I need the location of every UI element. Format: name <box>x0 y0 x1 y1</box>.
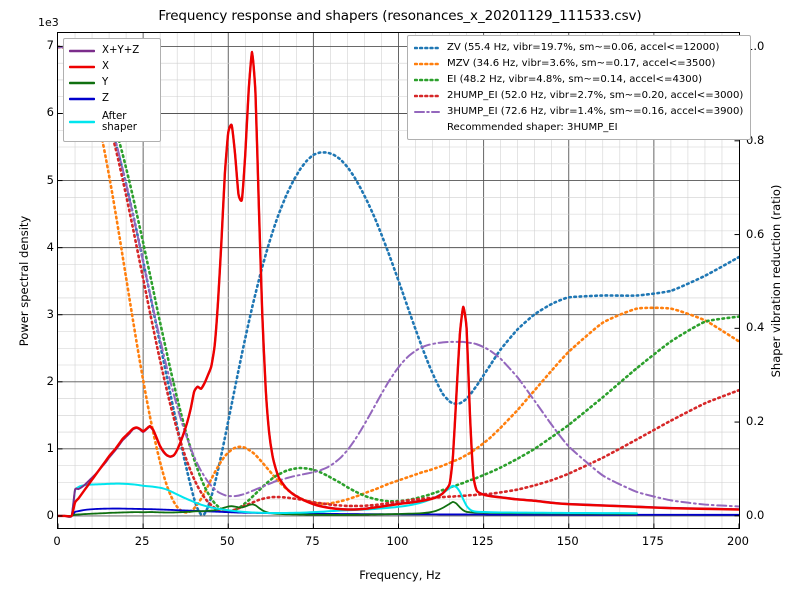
page-title: Frequency response and shapers (resonanc… <box>158 8 642 24</box>
y-tick-left: 2 <box>46 373 54 388</box>
y-tick-right: 0.0 <box>746 507 765 522</box>
legend-line-swatch <box>414 42 440 54</box>
legend-line-swatch <box>414 74 440 86</box>
legend-item: After shaper <box>69 107 154 137</box>
series-line <box>58 500 638 517</box>
y-tick-left: 6 <box>46 105 54 120</box>
legend-line-swatch <box>69 45 95 57</box>
legend-line-swatch <box>414 90 440 102</box>
x-tick: 25 <box>134 534 150 548</box>
series-line <box>58 46 739 508</box>
y-tick-right: 0.8 <box>746 132 765 147</box>
series-line <box>58 50 739 518</box>
legend-label: 3HUMP_EI (72.6 Hz, vibr=1.4%, sm~=0.16, … <box>447 106 744 118</box>
recommended-shaper-note: Recommended shaper: 3HUMP_EI <box>447 122 618 133</box>
x-tick: 175 <box>641 534 664 548</box>
y-axis-right-label-container: Shaper vibration reduction (ratio) <box>766 32 786 529</box>
series-line <box>58 45 739 513</box>
legend-item: X <box>69 59 154 75</box>
series-line <box>58 45 739 514</box>
legend-item: 3HUMP_EI (72.6 Hz, vibr=1.4%, sm~=0.16, … <box>414 104 743 120</box>
y-tick-left: 7 <box>46 38 54 53</box>
legend-label: EI (48.2 Hz, vibr=4.8%, sm~=0.14, accel<… <box>447 74 703 86</box>
legend-item: 2HUMP_EI (52.0 Hz, vibr=2.7%, sm~=0.20, … <box>414 88 743 104</box>
x-tick: 125 <box>471 534 494 548</box>
legend-item: ZV (55.4 Hz, vibr=19.7%, sm~=0.06, accel… <box>414 40 743 56</box>
legend-label: X <box>102 61 109 73</box>
y-tick-left: 5 <box>46 172 54 187</box>
y-tick-right: 0.6 <box>746 226 765 241</box>
x-tick: 75 <box>305 534 320 548</box>
legend-item: MZV (34.6 Hz, vibr=3.6%, sm~=0.17, accel… <box>414 56 743 72</box>
x-tick: 100 <box>386 534 409 548</box>
y-tick-right: 0.2 <box>746 414 765 429</box>
legend-line-swatch <box>69 93 95 105</box>
y-tick-right: 0.4 <box>746 320 765 335</box>
legend-line-swatch <box>69 77 95 89</box>
legend-item: X+Y+Z <box>69 43 154 59</box>
legend-label: X+Y+Z <box>102 45 140 57</box>
legend-label: ZV (55.4 Hz, vibr=19.7%, sm~=0.06, accel… <box>447 42 720 54</box>
plot-canvas <box>58 33 739 528</box>
x-tick: 0 <box>53 534 61 548</box>
legend-line-swatch <box>69 116 95 128</box>
legend-label: Z <box>102 93 109 105</box>
legend-label: 2HUMP_EI (52.0 Hz, vibr=2.7%, sm~=0.20, … <box>447 90 744 102</box>
legend-label: MZV (34.6 Hz, vibr=3.6%, sm~=0.17, accel… <box>447 58 716 70</box>
x-tick: 150 <box>556 534 579 548</box>
y-tick-right: 1.0 <box>746 39 765 54</box>
legend-label: After shaper <box>102 110 137 134</box>
legend-item: Z <box>69 91 154 107</box>
y-axis-right-label: Shaper vibration reduction (ratio) <box>769 184 783 377</box>
y-tick-left: 1 <box>46 440 54 455</box>
x-tick: 200 <box>727 534 749 548</box>
legend-line-swatch <box>414 58 440 70</box>
legend-line-swatch <box>69 61 95 73</box>
shaper-legend: ZV (55.4 Hz, vibr=19.7%, sm~=0.06, accel… <box>407 35 752 140</box>
x-axis-label: Frequency, Hz <box>359 568 441 582</box>
axes-legend: X+Y+Z X Y Z After shaper <box>63 38 161 142</box>
series-line <box>58 45 739 513</box>
x-tick: 50 <box>219 534 235 548</box>
y-axis-exponent-label: 1e3 <box>38 16 59 29</box>
legend-line-swatch <box>414 106 440 118</box>
legend-label: Y <box>102 77 109 89</box>
y-axis-left-label: Power spectral density <box>17 215 31 346</box>
y-tick-left: 3 <box>46 306 54 321</box>
legend-item: Y <box>69 75 154 91</box>
legend-item: EI (48.2 Hz, vibr=4.8%, sm~=0.14, accel<… <box>414 72 743 88</box>
y-tick-left: 4 <box>46 239 54 254</box>
y-tick-left: 0 <box>46 507 54 522</box>
